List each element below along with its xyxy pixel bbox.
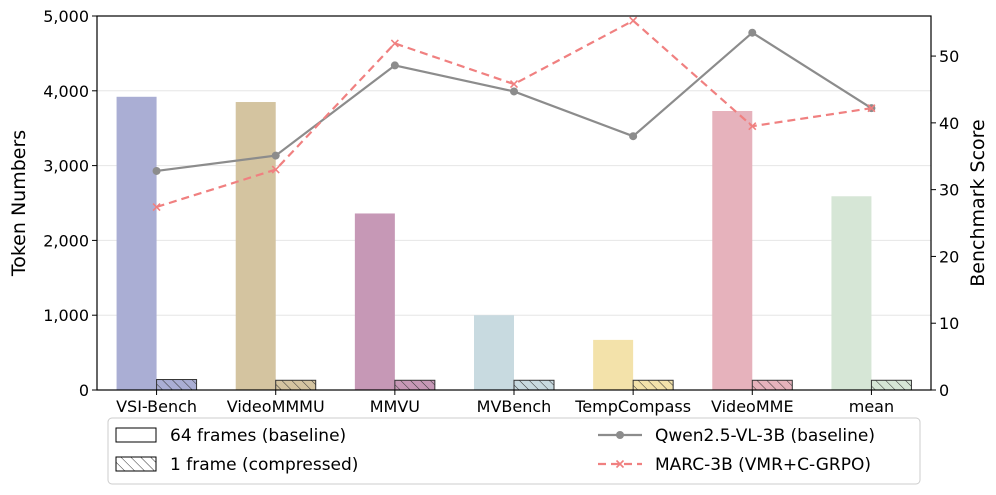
bar-compressed-MMVU — [394, 379, 436, 391]
point-0-VideoMME — [748, 28, 757, 37]
legend-label-compressed: 1 frame (compressed) — [170, 455, 358, 475]
point-0-TempCompass — [629, 132, 638, 141]
left-tick-label-1: 1,000 — [43, 306, 89, 325]
x-tick-label-VSI-Bench: VSI-Bench — [116, 397, 197, 416]
point-1-VideoMME — [748, 122, 757, 131]
bars — [116, 96, 912, 391]
point-1-TempCompass — [629, 16, 638, 25]
point-0-VideoMMMU — [271, 151, 280, 160]
point-0-MVBench — [510, 87, 518, 96]
bar-compressed-MVBench — [513, 379, 555, 391]
x-tick-label-VideoMME: VideoMME — [711, 397, 794, 416]
bar-compressed-mean — [870, 379, 912, 391]
legend-label-marc: MARC-3B (VMR+C-GRPO) — [655, 455, 871, 475]
bar-compressed-VideoMME — [751, 379, 793, 391]
point-1-MMVU — [390, 39, 399, 48]
x-tick-label-mean: mean — [849, 397, 894, 416]
point-0-VSI-Bench — [152, 166, 161, 175]
right-tick-label-3: 30 — [939, 181, 959, 200]
x-tick-label-MVBench: MVBench — [477, 397, 552, 416]
y-right-axis-title: Benchmark Score — [967, 119, 989, 286]
point-1-VideoMMMU — [271, 165, 280, 174]
legend-box — [107, 417, 921, 485]
bar-compressed-VSI-Bench — [156, 379, 198, 391]
right-tick-label-4: 40 — [939, 114, 959, 133]
bar-baseline-VideoMMMU — [235, 102, 276, 391]
x-tick-label-MMVU: MMVU — [370, 397, 420, 416]
legend-label-baseline: 64 frames (baseline) — [170, 426, 346, 446]
left-tick-label-4: 4,000 — [43, 82, 89, 101]
bar-baseline-VideoMME — [712, 110, 753, 390]
bar-baseline-MVBench — [474, 315, 514, 390]
y-left-axis-title: Token Numbers — [8, 130, 30, 277]
point-1-MVBench — [509, 80, 519, 89]
axes: 0 1,000 2,000 3,000 4,000 5,000 0 10 20 30 40 50 VSI… — [8, 7, 989, 416]
bar-baseline-MMVU — [354, 213, 395, 390]
bar-compressed-TempCompass — [632, 379, 674, 391]
right-tick-label-2: 20 — [939, 247, 959, 266]
legend-marker-marc — [615, 459, 625, 469]
right-tick-label-1: 10 — [939, 314, 959, 333]
bar-baseline-VSI-Bench — [116, 96, 157, 390]
x-tick-label-TempCompass: TempCompass — [574, 397, 691, 416]
left-tick-label-0: 0 — [79, 381, 89, 400]
x-tick-label-VideoMMMU: VideoMMMU — [227, 397, 325, 416]
point-0-MMVU — [390, 61, 399, 70]
right-tick-label-0: 0 — [939, 381, 949, 400]
point-1-mean — [867, 104, 876, 113]
left-tick-label-3: 3,000 — [43, 157, 89, 176]
bar-compressed-VideoMMMU — [275, 379, 317, 391]
left-tick-label-5: 5,000 — [43, 7, 89, 26]
bar-baseline-mean — [831, 196, 872, 390]
legend-swatch-baseline — [115, 427, 157, 443]
left-tick-label-2: 2,000 — [43, 231, 89, 250]
legend-swatch-compressed — [115, 456, 157, 472]
right-tick-label-5: 50 — [939, 47, 959, 66]
legend-marker-qwen — [616, 431, 624, 439]
legend-label-qwen: Qwen2.5-VL-3B (baseline) — [655, 426, 875, 446]
score-lines — [152, 16, 876, 212]
point-1-VSI-Bench — [152, 202, 161, 212]
bar-baseline-TempCompass — [593, 339, 634, 390]
legend: 64 frames (baseline) 1 frame (compressed)… — [107, 417, 921, 485]
